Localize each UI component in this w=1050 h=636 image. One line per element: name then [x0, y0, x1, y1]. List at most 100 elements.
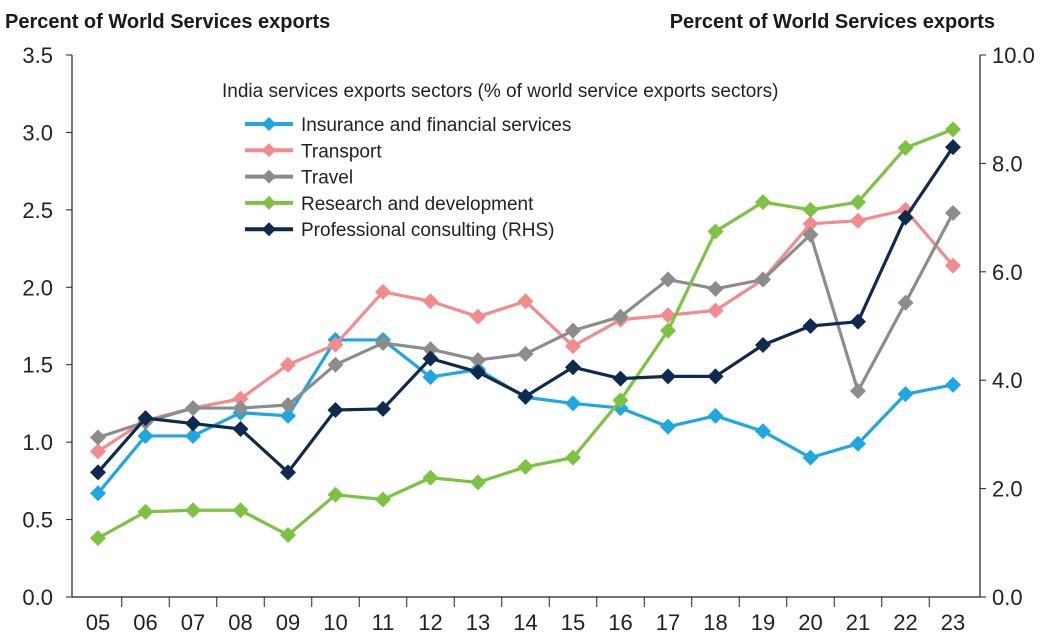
x-tick-label: 09: [276, 610, 300, 635]
x-tick-label: 22: [893, 610, 917, 635]
left-tick-label: 2.0: [22, 275, 53, 300]
data-point: [707, 407, 724, 424]
data-point: [422, 293, 439, 310]
left-tick-label: 2.5: [22, 198, 53, 223]
data-point: [137, 503, 154, 520]
data-point: [850, 212, 866, 229]
data-point: [470, 308, 486, 325]
data-point: [612, 392, 629, 409]
x-tick-label: 10: [323, 610, 347, 635]
series-line-1: [97, 208, 955, 453]
data-point: [375, 491, 391, 508]
x-tick-label: 15: [561, 610, 585, 635]
legend-title: India services exports sectors (% of wor…: [222, 81, 778, 102]
data-point: [897, 386, 914, 403]
legend-label: Insurance and financial services: [301, 115, 571, 136]
data-point: [565, 449, 581, 466]
data-point: [945, 376, 961, 393]
left-tick-label: 3.5: [22, 43, 53, 68]
data-point: [517, 293, 534, 310]
x-tick-label: 11: [372, 610, 395, 635]
x-tick-label: 23: [941, 610, 965, 635]
x-tick-label: 19: [751, 610, 775, 635]
x-tick-label: 16: [608, 610, 632, 635]
series-line-3: [97, 127, 954, 540]
left-tick-label: 0.0: [22, 585, 53, 610]
data-point: [755, 194, 771, 211]
data-point: [470, 352, 486, 369]
data-point: [375, 400, 391, 417]
data-point: [802, 201, 819, 218]
data-point: [802, 215, 819, 232]
right-tick-label: 8.0: [992, 151, 1023, 176]
data-point: [755, 423, 771, 440]
data-point: [375, 283, 391, 300]
data-point: [565, 322, 581, 339]
x-tick-label: 06: [133, 610, 157, 635]
data-point: [707, 302, 724, 319]
data-point: [945, 204, 961, 221]
x-tick-label: 08: [228, 610, 252, 635]
data-point: [422, 369, 439, 386]
data-point: [707, 368, 724, 385]
data-point: [185, 502, 201, 519]
data-point: [90, 429, 106, 446]
data-point: [422, 350, 439, 367]
axes: 0.0 0.5 1.0 1.5 2.0 2.5 3.0 3.5 0.0 2.0 4.0 6.0 8.0 1…: [22, 43, 1034, 635]
data-point: [660, 322, 676, 339]
legend-label: Research and development: [301, 194, 534, 215]
left-tick-label: 3.0: [22, 120, 53, 145]
x-tick-label: 13: [466, 610, 490, 635]
x-tick-label: 07: [181, 610, 205, 635]
left-tick-label: 0.5: [22, 508, 53, 533]
data-point: [565, 359, 581, 376]
data-point: [660, 271, 676, 288]
data-point: [802, 318, 819, 334]
data-point: [755, 336, 771, 353]
data-point: [90, 485, 106, 502]
data-point: [422, 469, 439, 486]
legend-swatch-marker: [262, 169, 276, 184]
data-point: [660, 368, 676, 385]
legend-swatch-marker: [262, 143, 276, 158]
data-point: [945, 139, 961, 156]
data-point: [232, 400, 249, 417]
data-point: [327, 486, 344, 503]
legend-label: Travel: [301, 168, 353, 189]
data-point: [802, 449, 819, 466]
data-point: [897, 209, 914, 226]
data-point: [375, 335, 391, 352]
legend-swatch-marker: [262, 117, 276, 131]
x-tick-label: 05: [86, 610, 110, 635]
x-tick-label: 14: [513, 610, 537, 635]
right-tick-label: 6.0: [992, 260, 1023, 285]
data-point: [850, 383, 866, 400]
data-point: [707, 223, 724, 240]
data-point: [90, 443, 106, 460]
data-point: [327, 402, 344, 419]
data-point: [945, 121, 961, 138]
data-point: [232, 420, 249, 437]
data-point: [185, 415, 201, 432]
data-point: [707, 280, 724, 297]
data-point: [660, 418, 676, 435]
data-point: [850, 313, 866, 330]
data-point: [90, 464, 106, 481]
data-point: [185, 400, 201, 417]
right-tick-label: 10.0: [992, 43, 1035, 68]
data-point: [137, 427, 154, 444]
x-tick-label: 18: [703, 610, 727, 635]
x-tick-label: 12: [418, 610, 442, 635]
left-tick-label: 1.0: [22, 430, 53, 455]
legend-label: Transport: [301, 141, 382, 162]
data-point: [897, 139, 914, 156]
left-axis-label: Percent of World Services exports: [5, 11, 330, 33]
data-point: [850, 194, 866, 211]
x-tick-label: 17: [656, 610, 680, 635]
data-point: [280, 527, 296, 544]
x-tick-label: 21: [846, 610, 870, 635]
data-point: [280, 407, 296, 424]
data-point: [897, 294, 914, 311]
series-lines: [90, 121, 961, 547]
data-point: [565, 395, 581, 412]
